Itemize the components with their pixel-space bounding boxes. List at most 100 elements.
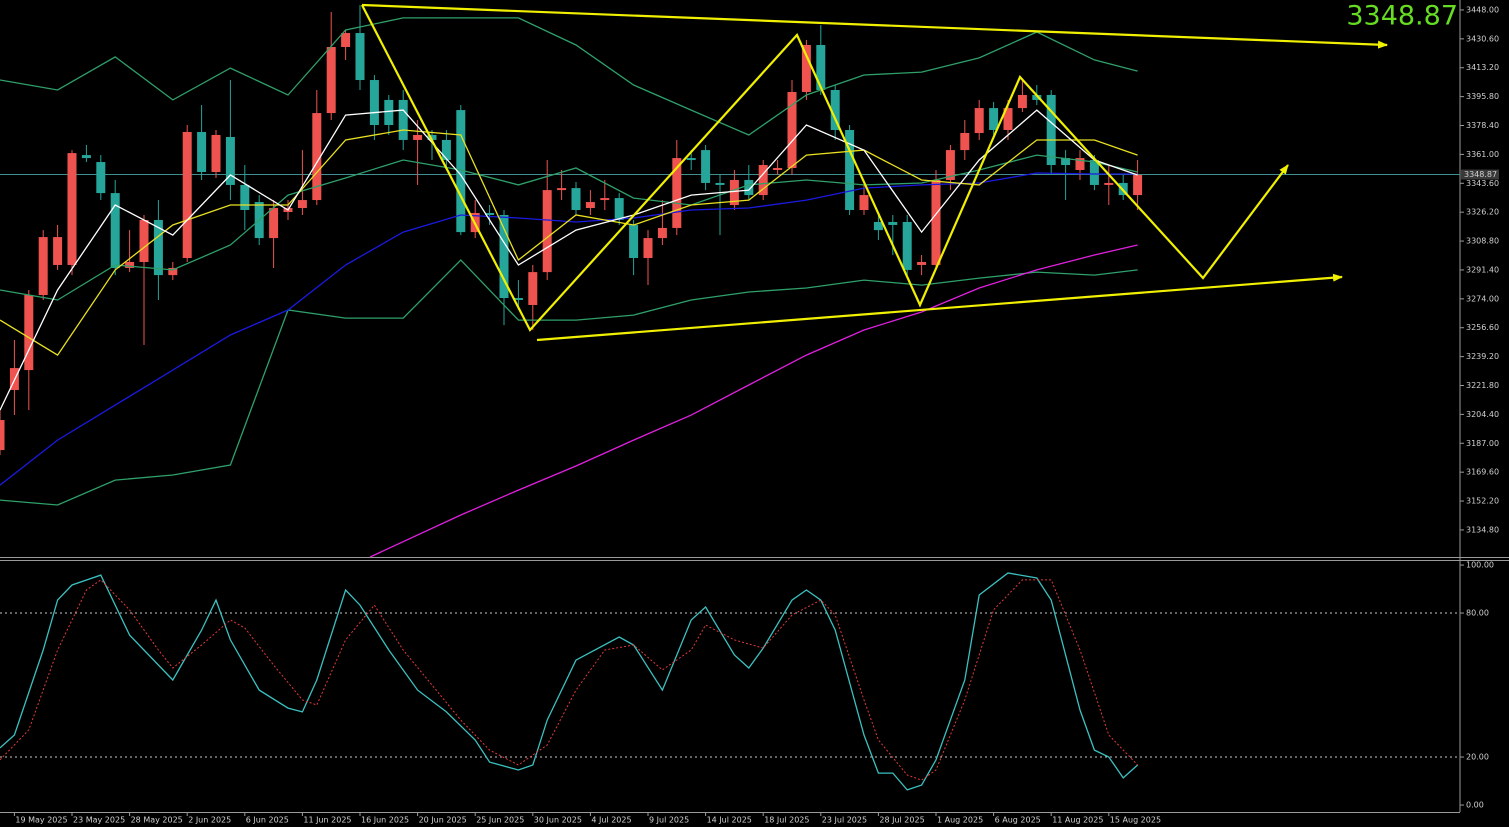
y-tick-label: 80.00 (1466, 609, 1489, 618)
x-tick-label: 2 Jun 2025 (188, 816, 231, 825)
candle-body (1032, 94, 1042, 100)
candle-body (1133, 174, 1143, 196)
candle-body (830, 89, 840, 130)
candle-body (269, 208, 279, 239)
y-tick-label: 3430.60 (1466, 34, 1499, 43)
candle-body (989, 108, 999, 130)
x-tick-label: 30 Jun 2025 (534, 816, 582, 825)
y-tick-label: 3274.00 (1466, 294, 1499, 303)
candle-body (1017, 94, 1027, 109)
candle-body (24, 295, 34, 371)
candle-body (341, 33, 351, 47)
candle-body (441, 139, 451, 161)
candle-body (917, 261, 927, 265)
x-tick-label: 25 Jun 2025 (476, 816, 524, 825)
candle-body (873, 221, 883, 231)
candle-body (1061, 158, 1071, 166)
y-tick-label: 3256.60 (1466, 323, 1499, 332)
x-tick-label: 28 May 2025 (131, 816, 183, 825)
x-tick-label: 11 Jun 2025 (303, 816, 351, 825)
trendline (536, 273, 1343, 342)
candle-body (960, 132, 970, 151)
x-tick-label: 16 Jun 2025 (361, 816, 409, 825)
candle-body (384, 99, 394, 126)
candle-body (0, 420, 5, 451)
candle-body (456, 110, 466, 233)
y-tick-label: 3361.00 (1466, 150, 1499, 159)
candle-body (758, 165, 768, 196)
y-tick-label: 3169.60 (1466, 468, 1499, 477)
candle-body (38, 237, 48, 296)
candle-body (614, 198, 624, 220)
candle-body (686, 158, 696, 161)
candle-body (629, 224, 639, 258)
y-tick-label: 3343.60 (1466, 179, 1499, 188)
x-tick-label: 20 Jun 2025 (419, 816, 467, 825)
x-tick-label: 6 Jun 2025 (246, 816, 289, 825)
y-tick-label: 3395.80 (1466, 92, 1499, 101)
trendline (361, 3, 1388, 49)
candle-body (427, 134, 437, 140)
candle-body (182, 131, 192, 258)
candle-body (67, 153, 77, 265)
candle-body (499, 214, 509, 299)
axes: 3448.00 3430.60 3413.20 3395.80 3378.40 3361.… (13, 5, 1499, 825)
candle-body (110, 193, 120, 268)
current-price-tag (1461, 169, 1499, 180)
y-tick-label: 20.00 (1466, 753, 1489, 762)
candle-body (355, 33, 365, 81)
y-tick-label: 3413.20 (1466, 63, 1499, 72)
candle-body (369, 80, 379, 126)
candle-body (787, 91, 797, 169)
candle-body (845, 129, 855, 211)
y-tick-label: 3448.00 (1466, 5, 1499, 14)
candle-body (542, 190, 552, 273)
x-tick-label: 23 Jul 2025 (822, 816, 867, 825)
y-tick-label: 3204.40 (1466, 410, 1499, 419)
candle-body (297, 200, 307, 209)
y-tick-label: 3291.40 (1466, 265, 1499, 274)
candle-body (557, 188, 567, 191)
indicator-line (0, 109, 1138, 411)
x-tick-label: 1 Aug 2025 (937, 816, 983, 825)
candle-body (902, 221, 912, 270)
x-tick-label: 6 Aug 2025 (995, 816, 1041, 825)
indicator-line (0, 259, 1138, 506)
y-tick-label: 3221.80 (1466, 381, 1499, 390)
candle-body (197, 131, 207, 172)
candle-body (888, 221, 898, 225)
y-tick-label: 3134.80 (1466, 525, 1499, 534)
candle-body (96, 162, 106, 194)
candle-body (81, 155, 91, 159)
candle-body (859, 195, 869, 211)
candle-body (528, 272, 538, 305)
candle-body (816, 44, 826, 90)
candle-body (1104, 182, 1114, 185)
candle-body (600, 198, 610, 201)
price-panel (0, 4, 1460, 557)
candle-body (1075, 158, 1085, 171)
candle-body (672, 158, 682, 228)
y-tick-label: 3187.00 (1466, 439, 1499, 448)
y-tick-label: 3152.20 (1466, 497, 1499, 506)
indicator-line (0, 572, 1139, 791)
candle-body (744, 179, 754, 196)
candle-body (643, 238, 653, 258)
trendline-drawings (361, 3, 1388, 342)
x-tick-label: 28 Jul 2025 (879, 816, 924, 825)
candle-body (485, 213, 495, 215)
candle-body (326, 46, 336, 114)
x-tick-label: 4 Jul 2025 (591, 816, 631, 825)
candle-body (1046, 94, 1056, 166)
indicator-line (369, 244, 1138, 557)
candle-body (945, 150, 955, 180)
indicator-line (0, 579, 1138, 781)
candle-body (398, 99, 408, 140)
candle-body (1003, 108, 1013, 130)
y-tick-label: 100.00 (1466, 561, 1494, 570)
zigzag-projection (361, 4, 1289, 332)
x-tick-label: 19 May 2025 (15, 816, 67, 825)
candle-body (931, 179, 941, 265)
